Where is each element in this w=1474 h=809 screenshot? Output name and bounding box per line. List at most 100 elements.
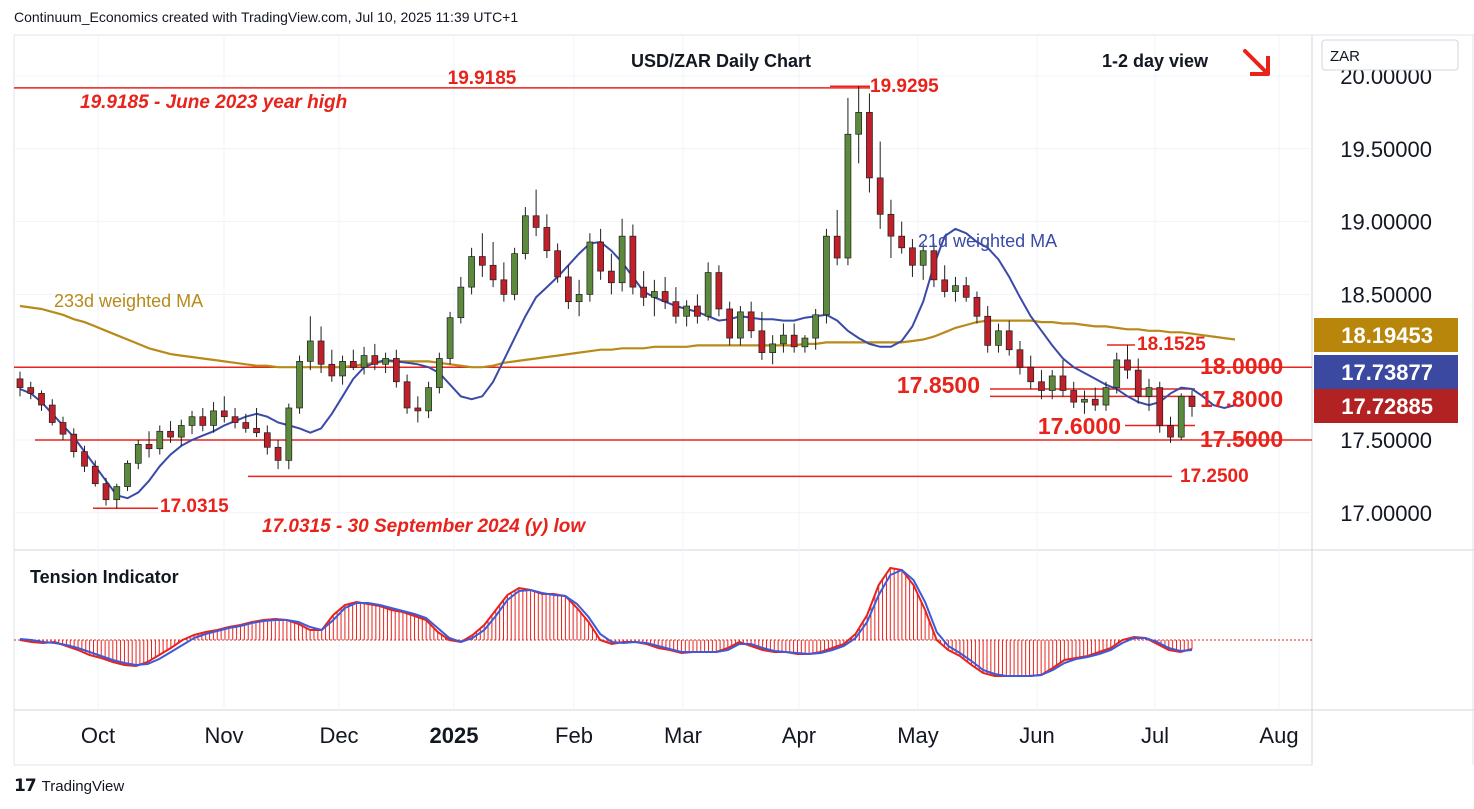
candle-body [683, 305, 690, 317]
candle [59, 416, 67, 440]
level-label: 19.9185 - June 2023 year high [80, 92, 347, 113]
candle [1145, 378, 1153, 411]
candle [543, 214, 551, 258]
candle-body [392, 358, 400, 383]
candle [801, 335, 809, 353]
candle-body [941, 279, 949, 292]
candle-body [414, 407, 422, 412]
candle-body [726, 308, 734, 339]
candle [1167, 416, 1174, 443]
candle-body [704, 272, 712, 317]
candle-body [952, 285, 959, 292]
candle [941, 265, 949, 298]
level-label: 17.2500 [1180, 466, 1249, 487]
candle-body [134, 444, 142, 464]
candle [704, 262, 712, 321]
candle-body [1048, 375, 1056, 391]
candle-body [1091, 398, 1099, 406]
candle [1102, 381, 1110, 411]
candle [1027, 355, 1035, 390]
candle-body [909, 247, 916, 266]
axes: Oct Nov Dec 2025 Feb Mar Apr May Jun Jul Aug20.000… [81, 39, 1459, 748]
candle-body [586, 241, 594, 295]
candle-body [468, 256, 475, 288]
candle [532, 189, 540, 237]
level-label: 17.0315 [160, 496, 229, 517]
candle [242, 413, 250, 433]
candle [457, 276, 465, 324]
annotations: USD/ZAR Daily Chart 1-2 day view 19.9185 19… [54, 49, 1283, 537]
candle-body [199, 416, 207, 426]
candle [446, 311, 454, 365]
level-label: 17.5000 [1200, 426, 1283, 452]
x-tick-label: Jul [1141, 723, 1169, 748]
candle-body [833, 235, 841, 259]
candle [1177, 393, 1185, 440]
level-label: 18.1525 [1137, 334, 1206, 355]
candle [780, 323, 787, 353]
candle [769, 335, 777, 365]
candle-body [500, 279, 508, 295]
candle [887, 199, 895, 258]
candle [726, 301, 734, 346]
candle [500, 262, 508, 302]
candle-body [1081, 398, 1088, 403]
tradingview-footer[interactable]: 𝟭𝟳 TradingView [14, 776, 124, 796]
candle [694, 294, 701, 324]
candle-body [1134, 369, 1142, 397]
candle [328, 349, 336, 382]
candle [575, 279, 583, 317]
candle-body [1145, 387, 1153, 397]
candle-body [457, 286, 465, 319]
candle-body [780, 334, 787, 345]
candle [296, 355, 303, 414]
candle [38, 390, 45, 411]
x-tick-label: Nov [204, 723, 243, 748]
candle-body [274, 446, 282, 461]
x-tick-label: May [897, 723, 939, 748]
candle [177, 419, 185, 446]
candle-body [1167, 425, 1174, 438]
candle [263, 425, 271, 455]
tension-indicator-pane: Tension Indicator [14, 566, 1312, 677]
candle-body [371, 355, 379, 365]
candle-body [694, 305, 701, 317]
candle-body [102, 483, 110, 501]
candle-body [113, 486, 121, 501]
candle [672, 287, 680, 324]
candle-body [177, 425, 185, 438]
candle [478, 233, 486, 277]
candle [618, 218, 626, 292]
chart-attribution: Continuum_Economics created with Trading… [14, 9, 519, 25]
candle [812, 308, 820, 350]
x-tick-label: Jun [1019, 723, 1054, 748]
candle-body [81, 451, 88, 467]
x-tick-label: Oct [81, 723, 115, 748]
candle [102, 477, 110, 506]
candle-body [1005, 330, 1013, 351]
candle-body [306, 340, 314, 362]
candle [349, 349, 357, 371]
level-label: 17.8500 [897, 372, 980, 398]
candle-body [349, 361, 357, 368]
candle-body [1102, 387, 1110, 406]
candle-body [919, 250, 927, 266]
candle [1070, 381, 1078, 408]
candle [167, 421, 174, 443]
y-tick-label: 19.00000 [1340, 210, 1432, 235]
candle [790, 323, 798, 353]
x-tick-label: 2025 [430, 723, 479, 748]
candle-body [597, 241, 604, 272]
candle-body [360, 355, 368, 368]
tradingview-logo-icon: 𝟭𝟳 [14, 776, 37, 795]
candle [1081, 390, 1088, 414]
candle-body [231, 416, 239, 423]
candle-body [1016, 349, 1024, 368]
candle [91, 460, 99, 487]
candle [210, 402, 217, 433]
candle-body [188, 416, 196, 426]
candle [1188, 390, 1196, 417]
candle [1038, 370, 1045, 400]
price-pane [14, 85, 1312, 509]
